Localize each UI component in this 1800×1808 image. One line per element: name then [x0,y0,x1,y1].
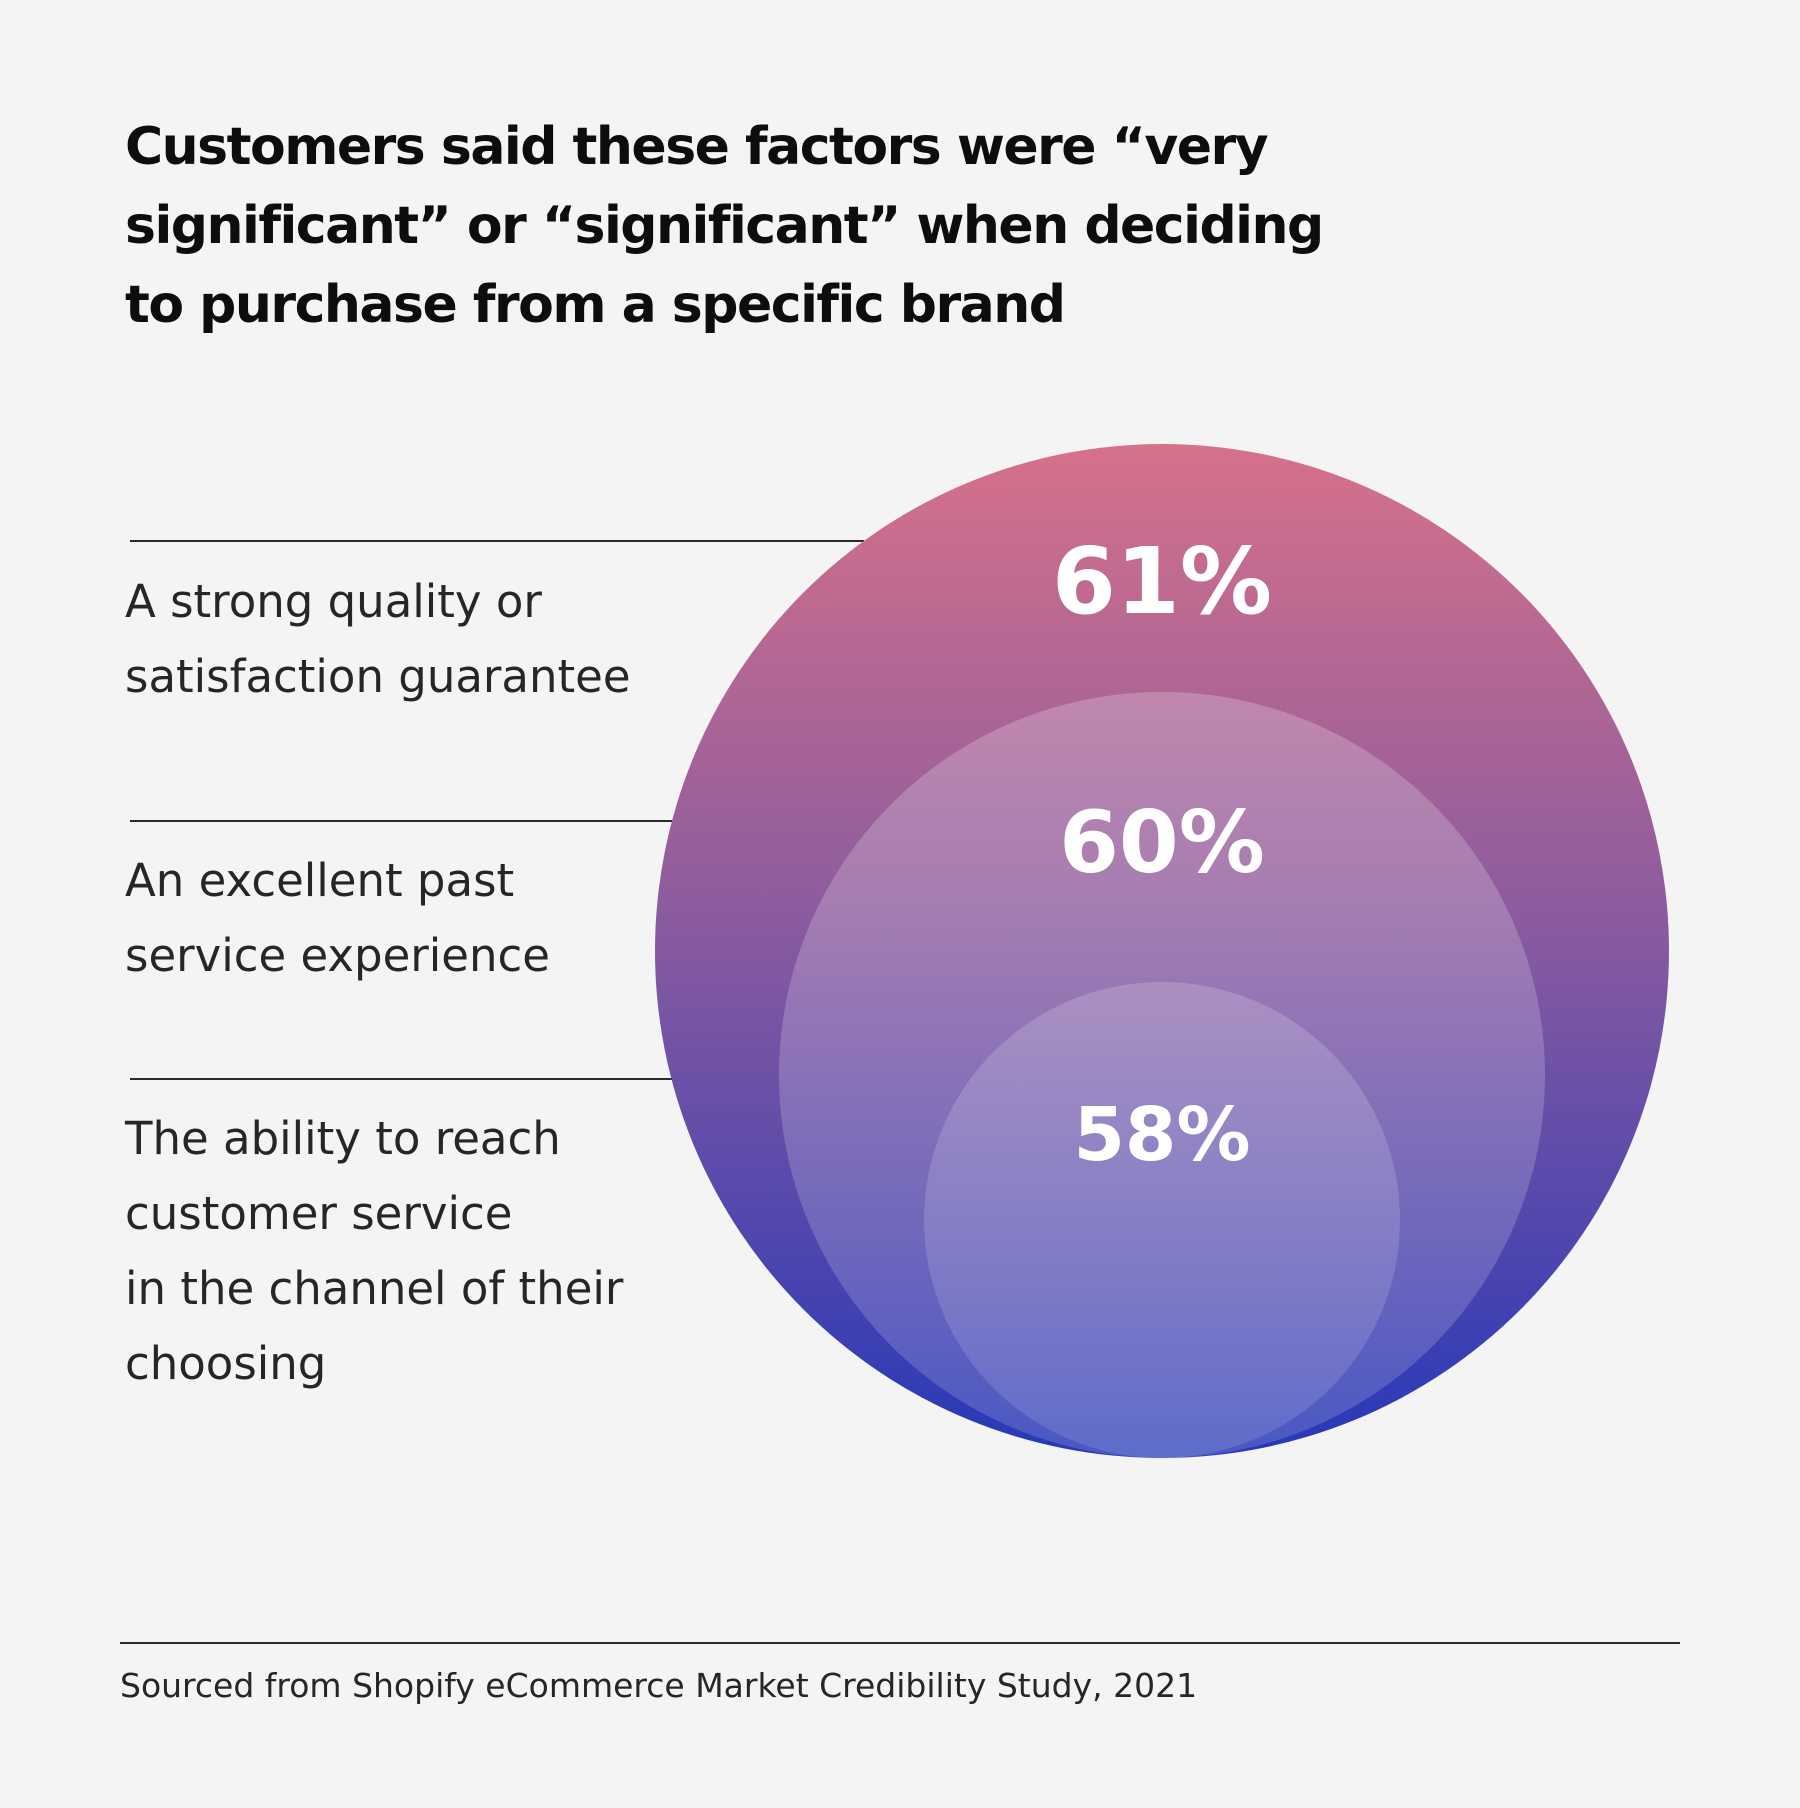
footer-divider [120,1642,1680,1644]
value-label-61: 61% [1052,528,1272,635]
circle-58 [924,982,1400,1458]
factor-label-quality-guarantee: A strong quality or satisfaction guarant… [125,575,631,703]
source-note: Sourced from Shopify eCommerce Market Cr… [120,1666,1198,1705]
chart-title: Customers said these factors were “very … [125,117,1324,335]
value-label-60: 60% [1059,793,1265,893]
factor-label-past-service: An excellent past service experience [125,854,550,982]
value-label-58: 58% [1073,1092,1250,1178]
factor-label-reach-service: The ability to reach customer service in… [125,1112,624,1390]
